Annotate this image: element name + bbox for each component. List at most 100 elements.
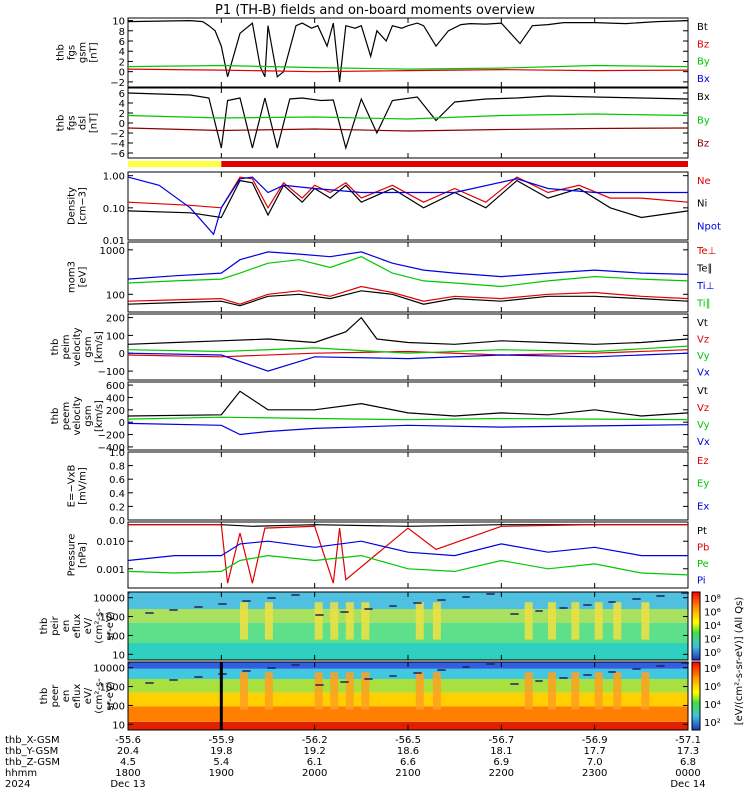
spectrogram-patch (432, 672, 441, 710)
y-axis-label: [eV] (78, 267, 89, 288)
orbit-row-value: -57.1 (675, 735, 701, 746)
legend-entry: By (697, 57, 710, 68)
spectrogram-noise (486, 593, 488, 595)
spectrogram-patch (361, 672, 370, 710)
y-tick-label: 0.010 (96, 537, 125, 548)
orbit-row-value: 1900 (209, 768, 234, 779)
spectrogram-noise (364, 608, 366, 610)
y-tick-label: 0.01 (103, 236, 125, 247)
spectrogram-patch (641, 672, 650, 710)
spectrogram-patch (240, 602, 248, 640)
y-tick-label: 10 (112, 720, 125, 731)
spectrogram-patch (594, 602, 603, 640)
spectrogram-noise (340, 611, 342, 613)
orbit-row-value: 1800 (115, 768, 140, 779)
spectrogram-patch (240, 672, 248, 710)
orbit-row-value: 0000 (675, 768, 700, 779)
y-axis-label: [nT] (89, 113, 100, 133)
chart-title: P1 (TH-B) fields and on-board moments ov… (215, 3, 535, 18)
spectrogram-noise (218, 603, 220, 605)
spectrogram-noise (559, 607, 561, 609)
orbit-row-value: Dec 14 (670, 779, 705, 790)
panel-frame (127, 171, 689, 241)
spectrogram-patch (524, 602, 533, 640)
spectrogram-noise (583, 604, 585, 606)
spectrogram-patch (571, 672, 580, 710)
y-axis-label: Density (67, 187, 78, 225)
y-tick-label: 10000 (93, 664, 125, 675)
series-line-Bt (127, 19, 689, 82)
y-tick-label: 200 (106, 406, 125, 417)
spectrogram-noise (413, 672, 415, 674)
y-axis-label: [km/s] (94, 331, 105, 363)
y-axis-label: en (61, 620, 72, 633)
orbit-row-value: -56.2 (302, 735, 328, 746)
legend-entry: Pb (697, 543, 709, 554)
spectrogram-patch (432, 602, 441, 640)
spectrogram-patch (571, 602, 580, 640)
y-axis-label: [km/s] (94, 400, 105, 432)
panel-peir: 10000 1000 100 10 thb peir en eflux eV/(cm²-s-sr… (39, 591, 689, 661)
orbit-row-value: 6.9 (493, 757, 509, 768)
y-axis-label: gsm (83, 405, 94, 426)
y-axis-label: [mV/m] (78, 467, 89, 505)
panel-temp: 1000 100 mom3 [eV] Te⊥ Te∥ Ti⊥ Ti∥ (67, 241, 716, 313)
y-tick-label: 600 (106, 381, 125, 392)
y-axis-label: fgs (67, 115, 78, 130)
y-axis-label: thb (56, 115, 67, 132)
spectrogram-patch (415, 672, 424, 710)
legend-entry: Vt (697, 386, 708, 397)
colorbar-tick-label: 10⁶ (704, 608, 721, 619)
colorbar-tick-label: 10⁴ (704, 621, 721, 632)
y-tick-label: 0.10 (103, 204, 125, 215)
y-tick-label: 0.8 (109, 462, 125, 473)
y-tick-label: 100 (106, 290, 125, 301)
spectrogram-patch (594, 672, 603, 710)
y-tick-label: 6 (119, 89, 125, 100)
orbit-row-value: Dec 13 (110, 779, 145, 790)
y-tick-label: 1.00 (103, 172, 125, 183)
y-tick-label: 0 (119, 349, 125, 360)
y-axis-label: thb (50, 339, 61, 356)
spectrogram-patch (613, 672, 622, 710)
mode-bar-red (221, 161, 689, 167)
spectrogram-noise (242, 670, 244, 672)
colorbar-tick-label: 10⁴ (704, 700, 721, 711)
spectrogram-noise (681, 592, 683, 594)
y-axis-label: gsm (83, 336, 94, 357)
legend-entry: Vx (697, 368, 710, 379)
panel-peim: 200 100 0 −100 thb peim velocity gsm [km/s] Vt Vz V… (50, 313, 710, 381)
orbit-row-value: 20.4 (117, 746, 139, 757)
mode-bar-yellow (128, 161, 222, 167)
series-line-Vt (127, 390, 689, 417)
y-axis-label: eV/ (83, 687, 94, 704)
series-line-Pe (127, 554, 689, 576)
orbit-row-value: 4.5 (120, 757, 136, 768)
spectrogram-noise (535, 680, 537, 682)
orbit-row-value: 6.6 (400, 757, 416, 768)
y-tick-label: 10 (112, 650, 125, 661)
spectrogram-noise (656, 665, 658, 667)
y-tick-label: 0.2 (109, 502, 125, 513)
colorbar-tick-label: 10⁸ (704, 664, 721, 675)
spectrogram-noise (437, 669, 439, 671)
legend-entry: Bz (697, 39, 709, 50)
spectrogram-noise (145, 612, 147, 614)
series-line-Te⊥ (127, 285, 689, 305)
colorbar-peir (691, 591, 701, 661)
spectrogram-noise (267, 597, 269, 599)
y-axis-label: thb (39, 688, 50, 705)
panel-pressure: 0.010 0.001 Pressure [nPa] Pt Pb Pe Pi (67, 521, 709, 589)
orbit-row-value: 19.8 (210, 746, 232, 757)
legend-entry: Bx (697, 74, 710, 85)
colorbar-tick-label: 10² (704, 635, 721, 646)
orbit-row-value: -55.6 (115, 735, 141, 746)
y-axis-label: velocity (72, 396, 83, 435)
orbit-row-value: 5.4 (213, 757, 229, 768)
spectrogram-band (128, 692, 688, 707)
spectrogram-noise (291, 594, 293, 596)
y-tick-label: 1000 (100, 246, 125, 257)
y-axis-label: peim (61, 334, 72, 359)
spectrogram-noise (194, 606, 196, 608)
y-tick-label: −2 (110, 129, 125, 140)
